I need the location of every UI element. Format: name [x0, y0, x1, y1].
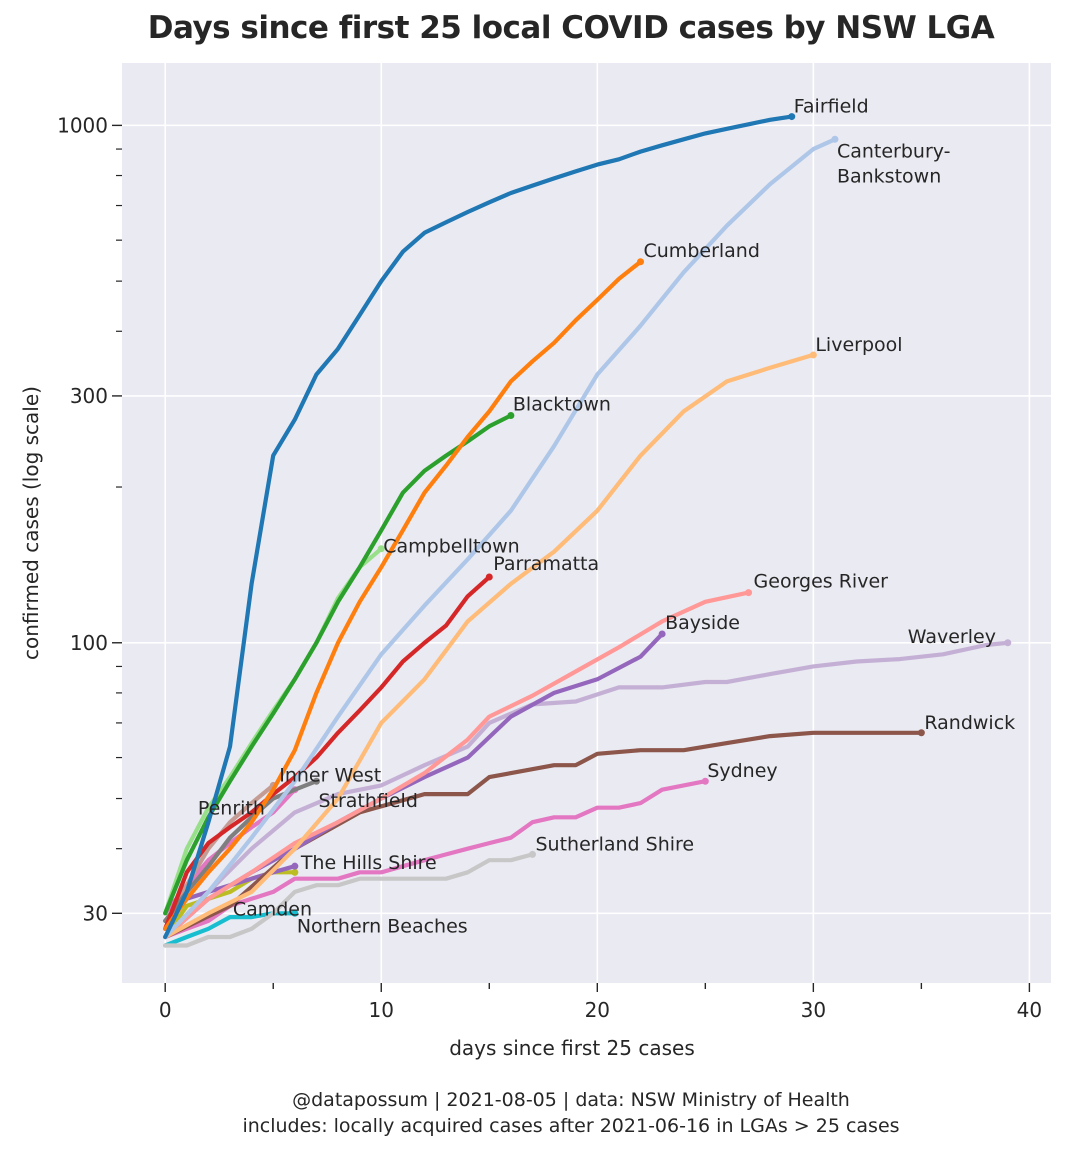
- series-line: [163, 640, 1010, 940]
- series-end-label: Georges River: [754, 571, 889, 593]
- series-lines: [163, 113, 1012, 948]
- series-end-label: Strathfield: [318, 790, 417, 812]
- series-end-point: [745, 589, 753, 597]
- x-axis-label: days since first 25 cases: [449, 1036, 695, 1060]
- series-end-point: [701, 777, 709, 785]
- series-line: [163, 852, 535, 948]
- series-end-label: Campbelltown: [383, 536, 519, 558]
- x-tick-label: 10: [369, 998, 394, 1022]
- y-tick-label: 1000: [57, 113, 108, 137]
- series-end-point: [809, 351, 817, 359]
- series-end-label: Parramatta: [493, 553, 599, 575]
- series-line: [163, 590, 751, 940]
- y-tick-label: 100: [70, 631, 108, 655]
- series-end-label: The Hills Shire: [300, 852, 437, 874]
- series-end-label: Bayside: [665, 612, 740, 634]
- series-end-point: [788, 113, 796, 121]
- series-end-label: Sutherland Shire: [535, 833, 694, 855]
- footer-note-line: includes: locally acquired cases after 2…: [242, 1115, 900, 1137]
- x-tick-label: 30: [801, 998, 826, 1022]
- series-end-label: Northern Beaches: [297, 915, 468, 937]
- series-end-label: Waverley: [908, 626, 996, 648]
- series-end-label: Sydney: [707, 760, 777, 782]
- series-line: [163, 259, 643, 931]
- series-line: [163, 114, 794, 940]
- series-end-point: [377, 545, 385, 553]
- series-end-point: [917, 729, 925, 737]
- series-end-point: [658, 630, 666, 638]
- series-end-point: [1004, 639, 1012, 647]
- series-end-point: [528, 850, 536, 858]
- series-end-label: Liverpool: [815, 334, 902, 356]
- series-end-label: Canterbury-Bankstown: [837, 140, 951, 187]
- series-end-point: [831, 135, 839, 143]
- series-line: [163, 413, 513, 916]
- footer-credit-line: @datapossum | 2021-08-05 | data: NSW Min…: [292, 1089, 850, 1111]
- x-tick-label: 20: [585, 998, 610, 1022]
- chart-title: Days since first 25 local COVID cases by…: [147, 10, 995, 46]
- series-end-label: Penrith: [198, 798, 265, 820]
- series-end-point: [507, 411, 515, 419]
- series-line: [163, 574, 492, 931]
- x-tick-label: 0: [159, 998, 172, 1022]
- series-end-point: [485, 573, 493, 581]
- series-end-label: Camden: [233, 898, 312, 920]
- series-end-label: Cumberland: [644, 240, 760, 262]
- series-end-label: Blacktown: [513, 393, 611, 415]
- series-end-point: [291, 862, 299, 870]
- x-tick-label: 40: [1017, 998, 1042, 1022]
- series-end-label: Fairfield: [794, 96, 869, 118]
- series-line: [163, 137, 838, 940]
- series-line: [163, 352, 816, 940]
- series-end-point: [291, 909, 299, 917]
- series-end-point: [637, 258, 645, 266]
- series-end-point: [291, 868, 299, 876]
- series-end-label: Randwick: [924, 712, 1015, 734]
- series-line: [163, 779, 708, 940]
- series-end-point: [312, 777, 320, 785]
- series-line: [163, 779, 319, 924]
- y-tick-label: 300: [70, 384, 108, 408]
- y-axis-label: confirmed cases (log scale): [19, 386, 43, 660]
- y-tick-label: 30: [83, 901, 108, 925]
- series-end-label: Inner West: [279, 764, 381, 786]
- axes: 0 10 20 30 40 30 100 300 1000: [57, 113, 1042, 1022]
